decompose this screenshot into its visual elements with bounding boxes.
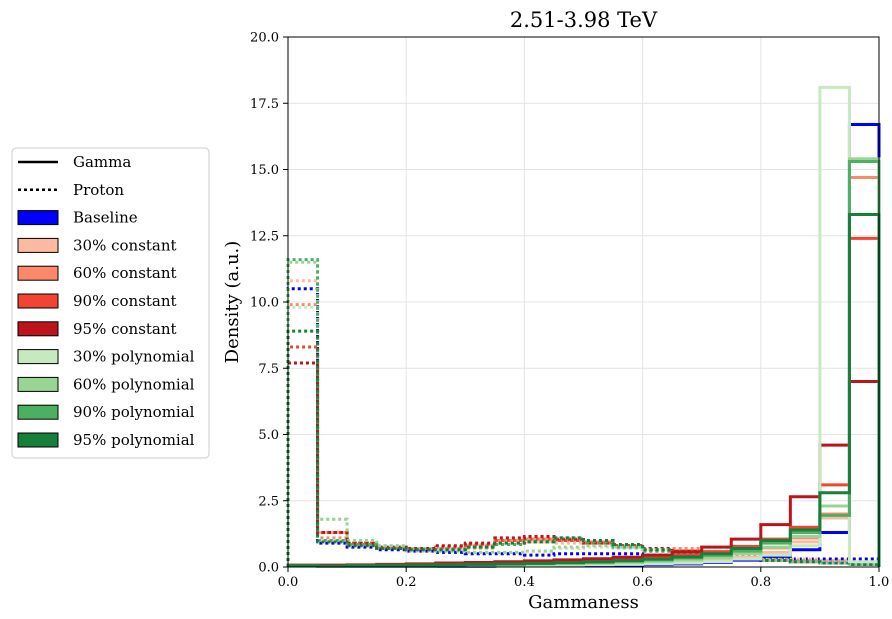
legend-label-60-constant: 60% constant (73, 264, 177, 282)
y-tick-label: 12.5 (250, 229, 279, 244)
x-tick-label: 0.0 (278, 575, 299, 590)
y-tick-label: 17.5 (250, 97, 279, 112)
y-tick-label: 5.0 (258, 428, 279, 443)
ticks: 0.0 0.2 0.4 0.6 0.8 1.0 0.0 2.5 5.0 7.5 10.0 12.5 15… (250, 31, 889, 591)
legend-label-baseline: Baseline (73, 209, 138, 227)
legend-swatch-90-constant (17, 293, 59, 309)
series-proton-95-polynomial (286, 329, 881, 567)
x-axis-label: Gammaness (528, 592, 639, 613)
y-tick-label: 15.0 (250, 163, 279, 178)
x-tick-label: 0.2 (396, 575, 417, 590)
chart-title: 2.51-3.98 TeV (510, 8, 658, 32)
legend-label-90-polynomial: 90% polynomial (73, 403, 195, 421)
series-gamma-95-polynomial (286, 213, 881, 568)
x-tick-label: 0.8 (750, 575, 771, 590)
legend-swatch-60-polynomial (17, 376, 59, 392)
legend-label-90-constant: 90% constant (73, 292, 177, 310)
legend-label-gamma: Gamma (73, 153, 131, 171)
legend-swatch-30-polynomial (17, 349, 59, 365)
y-tick-label: 10.0 (250, 296, 279, 311)
legend-swatch-60-constant (17, 265, 59, 281)
y-tick-label: 7.5 (258, 362, 279, 377)
y-tick-label: 20.0 (250, 31, 279, 46)
x-tick-label: 0.6 (632, 575, 653, 590)
x-tick-label: 0.4 (514, 575, 535, 590)
legend-swatch-90-polynomial (17, 404, 59, 420)
series-proton-95-constant (286, 361, 881, 567)
legend-label-30-constant: 30% constant (73, 236, 177, 254)
y-tick-label: 0.0 (258, 561, 279, 576)
legend-box (11, 147, 210, 459)
y-tick-label: 2.5 (258, 494, 279, 509)
legend-label-95-polynomial: 95% polynomial (73, 431, 195, 449)
legend-swatch-baseline (17, 210, 59, 226)
legend-label-30-polynomial: 30% polynomial (73, 348, 195, 366)
y-axis-label: Density (a.u.) (222, 241, 243, 364)
legend-swatch-95-polynomial (17, 432, 59, 448)
legend-label-60-polynomial: 60% polynomial (73, 375, 195, 393)
series-layer (286, 85, 881, 568)
legend-label-95-constant: 95% constant (73, 320, 177, 338)
legend-label-proton: Proton (73, 181, 124, 199)
grid (287, 36, 880, 568)
legend-swatch-95-constant (17, 321, 59, 337)
legend-swatch-30-constant (17, 237, 59, 253)
x-tick-label: 1.0 (869, 575, 890, 590)
series-gamma-30-polynomial (286, 85, 881, 568)
legend: Gamma Proton Baseline 30% constant 60% const… (11, 147, 210, 459)
